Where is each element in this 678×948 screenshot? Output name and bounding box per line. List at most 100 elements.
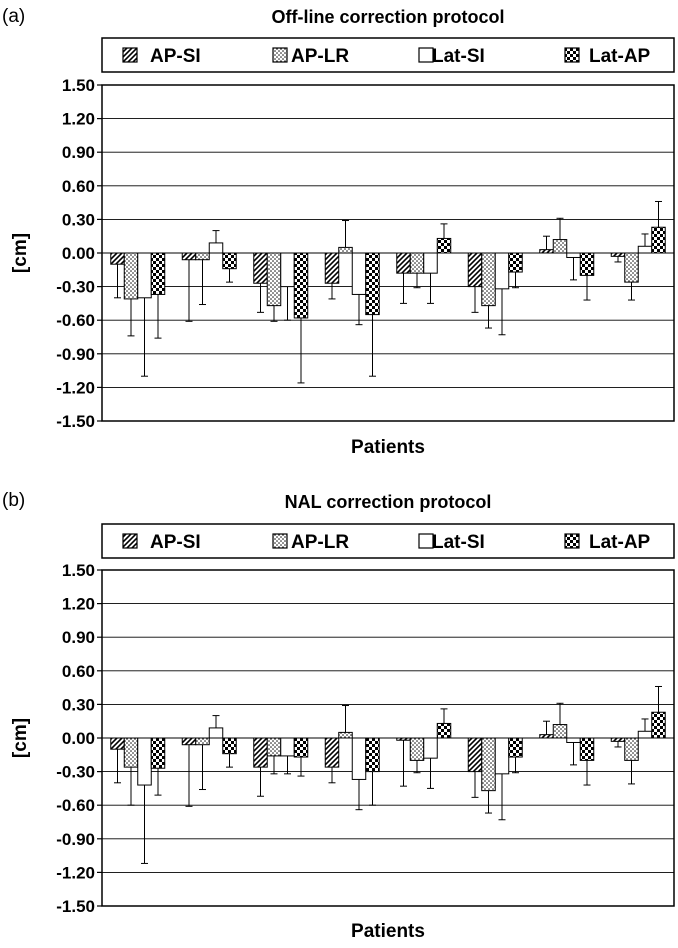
legend-label-ap-lr: AP-LR [291, 532, 349, 553]
bar-ap-lr-patient-4 [338, 246, 353, 254]
legend-label-ap-lr: AP-LR [291, 46, 349, 67]
bar-ap-si-patient-7 [539, 249, 554, 254]
chart-title: Off-line correction protocol [271, 7, 504, 27]
error-bar-lat-ap-patient-2 [226, 268, 233, 283]
bar-ap-si-patient-5 [396, 737, 411, 741]
y-tick-label: 1.50 [62, 76, 95, 95]
error-bar-ap-si-patient-8 [614, 741, 622, 748]
error-bar-ap-lr-patient-1 [127, 767, 135, 806]
error-bar-ap-lr-patient-3 [270, 755, 278, 775]
x-axis-label: Patients [351, 921, 425, 942]
error-bar-ap-si-patient-6 [471, 771, 479, 798]
bar-ap-si-patient-3 [253, 737, 268, 768]
error-bar-lat-si-patient-4 [355, 294, 363, 326]
legend-swatch-ap-lr [272, 47, 288, 63]
error-bar-lat-si-patient-7 [570, 742, 577, 766]
bar-lat-ap-patient-5 [436, 237, 452, 254]
bar-ap-si-patient-6 [467, 252, 483, 288]
y-tick-label: -0.90 [56, 345, 95, 364]
y-tick-label: 0.60 [62, 662, 95, 681]
y-tick-label: -0.90 [56, 830, 95, 849]
error-bar-ap-si-patient-1 [114, 749, 121, 784]
bar-ap-lr-patient-1 [123, 737, 139, 768]
bar-ap-si-patient-7 [539, 734, 554, 739]
error-bar-ap-lr-patient-5 [413, 760, 421, 774]
legend-label-lat-si: Lat-SI [432, 532, 485, 553]
error-bar-lat-ap-patient-5 [440, 223, 448, 239]
bar-ap-lr-patient-6 [481, 252, 496, 307]
error-bar-lat-si-patient-2 [212, 230, 220, 243]
y-tick-label: 0.00 [62, 729, 95, 748]
bar-lat-si-patient-4 [351, 252, 367, 295]
legend-label-lat-si: Lat-SI [432, 46, 485, 67]
y-tick-label: 1.50 [62, 561, 95, 580]
error-bar-lat-ap-patient-6 [512, 757, 519, 774]
error-bar-ap-si-patient-7 [543, 235, 550, 250]
bar-ap-lr-patient-2 [195, 737, 210, 746]
plot-frame [101, 84, 675, 422]
bar-ap-lr-patient-2 [195, 252, 210, 261]
y-tick-label: 0.90 [62, 143, 95, 162]
error-bar-ap-lr-patient-8 [628, 760, 635, 785]
error-bar-lat-si-patient-8 [641, 233, 649, 247]
error-bar-lat-ap-patient-7 [583, 760, 591, 786]
bar-lat-ap-patient-1 [150, 737, 166, 769]
bar-ap-lr-patient-1 [123, 252, 139, 300]
bar-lat-ap-patient-7 [579, 737, 595, 761]
error-bar-lat-ap-patient-3 [297, 317, 305, 384]
error-bar-lat-ap-patient-1 [154, 768, 162, 796]
bar-lat-si-patient-2 [208, 242, 224, 254]
error-bar-lat-si-patient-6 [498, 773, 506, 821]
bar-lat-si-patient-7 [566, 737, 581, 743]
bar-ap-lr-patient-8 [624, 737, 639, 761]
x-axis-label: Patients [351, 437, 425, 458]
bar-lat-si-patient-8 [637, 730, 653, 739]
legend: AP-SI AP-LR Lat-SI Lat-AP [101, 523, 675, 559]
error-bar-ap-lr-patient-2 [199, 744, 206, 791]
legend-label-ap-si: AP-SI [150, 46, 201, 67]
y-tick-label: -0.60 [56, 796, 95, 815]
error-bar-ap-lr-patient-5 [413, 273, 421, 289]
plot-frame [101, 569, 675, 907]
error-bar-ap-si-patient-3 [257, 283, 264, 313]
bar-lat-ap-patient-6 [508, 737, 523, 758]
error-bar-lat-ap-patient-7 [583, 275, 591, 301]
y-tick-label: 0.00 [62, 244, 95, 263]
error-bar-ap-si-patient-4 [328, 283, 336, 300]
bar-lat-si-patient-8 [637, 245, 653, 254]
bar-ap-si-patient-4 [324, 252, 340, 284]
bar-lat-si-patient-1 [137, 252, 152, 299]
y-tick-label: -1.20 [56, 378, 95, 397]
bar-lat-ap-patient-2 [222, 252, 237, 270]
error-bar-lat-ap-patient-6 [512, 272, 519, 289]
bar-lat-si-patient-5 [423, 252, 438, 274]
bar-ap-lr-patient-3 [266, 252, 282, 307]
bar-lat-ap-patient-2 [222, 737, 237, 755]
legend-swatch-lat-si [418, 533, 434, 549]
bar-ap-si-patient-5 [396, 252, 411, 274]
bar-ap-lr-patient-4 [338, 731, 353, 739]
y-tick-label: -0.60 [56, 311, 95, 330]
bar-ap-lr-patient-5 [409, 252, 425, 274]
bar-ap-lr-patient-3 [266, 737, 282, 757]
chart-title: NAL correction protocol [285, 492, 492, 512]
error-bar-ap-si-patient-2 [185, 744, 193, 807]
bars [110, 200, 666, 384]
error-bar-ap-si-patient-5 [400, 273, 407, 304]
bar-ap-si-patient-1 [110, 737, 125, 750]
y-tick-label: -0.30 [56, 763, 95, 782]
error-bar-ap-lr-patient-6 [485, 790, 492, 814]
bar-ap-si-patient-4 [324, 737, 340, 768]
bar-ap-si-patient-8 [610, 252, 626, 257]
error-bar-lat-ap-patient-8 [655, 200, 662, 228]
gridlines: 1.50 1.20 0.90 0.60 0.30 0.00 -0.30 -0.60 -0.90 -… [56, 561, 674, 916]
y-tick-label: -1.20 [56, 863, 95, 882]
legend-swatch-lat-si [418, 47, 434, 63]
y-axis-label: [cm] [10, 233, 31, 273]
bar-lat-si-patient-6 [494, 252, 510, 290]
legend-label-ap-si: AP-SI [150, 532, 201, 553]
bar-lat-si-patient-6 [494, 737, 510, 775]
chart-panel-a: (a) Off-line correction protocol AP-SI AP-L… [2, 6, 675, 458]
error-bar-lat-ap-patient-4 [369, 314, 376, 377]
